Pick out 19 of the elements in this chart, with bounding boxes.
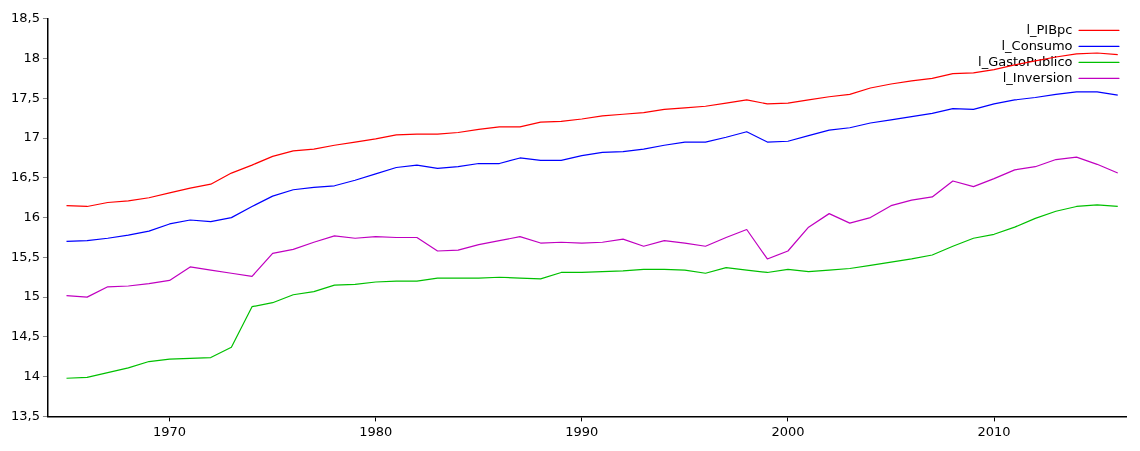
y-tick-label: 17 [23, 129, 40, 145]
legend-label: l_Inversion [1002, 69, 1073, 85]
x-tick-label: 2010 [977, 423, 1011, 439]
y-tick-label: 14,5 [10, 328, 40, 344]
y-tick-label: 14 [23, 368, 40, 384]
y-tick-label: 16 [23, 208, 40, 224]
x-tick-label: 1990 [565, 423, 599, 439]
y-tick-label: 15,5 [10, 248, 40, 264]
y-tick-label: 16,5 [10, 169, 40, 185]
y-tick-label: 17,5 [10, 89, 40, 105]
y-tick-label: 18 [23, 49, 40, 65]
x-tick-label: 1980 [359, 423, 393, 439]
x-tick-label: 1970 [153, 423, 187, 439]
legend-label: l_PIBpc [1026, 21, 1073, 37]
y-tick-label: 15 [23, 288, 40, 304]
legend-label: l_Consumo [1001, 37, 1073, 53]
x-tick-label: 2000 [771, 423, 805, 439]
y-tick-label: 13,5 [10, 407, 40, 423]
y-tick-label: 18,5 [10, 10, 40, 26]
